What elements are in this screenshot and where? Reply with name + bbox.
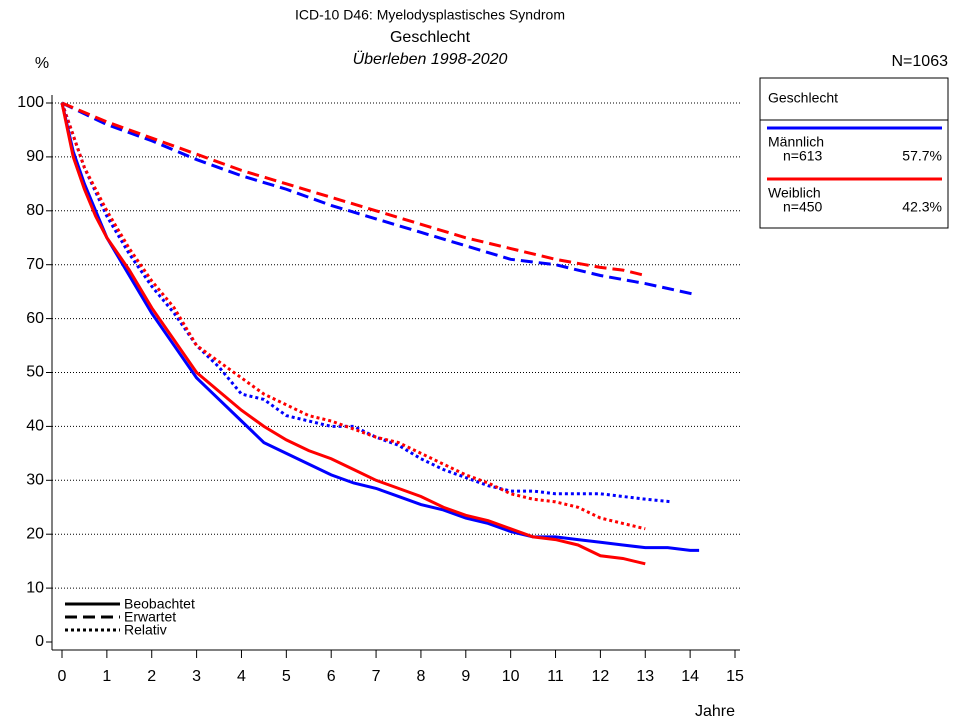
y-tick-label: 70 — [26, 256, 44, 273]
legend-count: n=613 — [783, 148, 823, 164]
x-tick-label: 1 — [102, 668, 111, 685]
x-tick-label: 6 — [327, 668, 336, 685]
x-tick-label: 2 — [147, 668, 156, 685]
y-tick-label: 60 — [26, 310, 44, 327]
x-tick-label: 9 — [461, 668, 470, 685]
x-axis-label: Jahre — [695, 703, 735, 720]
x-tick-label: 5 — [282, 668, 291, 685]
chart-subtitle: Geschlecht — [390, 29, 471, 46]
x-tick-label: 15 — [726, 668, 744, 685]
legend-title: Geschlecht — [768, 90, 838, 106]
x-tick-label: 12 — [592, 668, 610, 685]
x-tick-label: 11 — [547, 668, 564, 685]
x-tick-label: 3 — [192, 668, 201, 685]
y-axis-label: % — [35, 55, 49, 72]
legend-style-label: Relativ — [124, 622, 167, 638]
y-tick-label: 100 — [17, 94, 44, 111]
chart-title: ICD-10 D46: Myelodysplastisches Syndrom — [295, 7, 565, 23]
legend-entry: Weiblich — [768, 185, 821, 201]
series-line — [61, 101, 646, 277]
y-tick-label: 30 — [26, 472, 44, 489]
legend-box — [759, 77, 949, 229]
x-tick-label: 10 — [502, 668, 520, 685]
y-tick-label: 40 — [26, 418, 44, 435]
series-line — [60, 102, 700, 552]
x-tick-label: 14 — [681, 668, 699, 685]
series-line — [60, 102, 646, 531]
x-tick-label: 8 — [416, 668, 425, 685]
chart-period: Überleben 1998-2020 — [353, 50, 508, 68]
legend-count: n=450 — [783, 199, 823, 215]
y-tick-label: 0 — [35, 633, 44, 650]
series-line — [61, 101, 695, 296]
x-tick-label: 0 — [58, 668, 67, 685]
y-tick-label: 90 — [26, 148, 44, 165]
legend-style-label: Erwartet — [124, 609, 176, 625]
y-tick-label: 80 — [26, 202, 44, 219]
legend-style-label: Beobachtet — [124, 596, 195, 612]
total-count: N=1063 — [892, 53, 949, 70]
x-tick-label: 13 — [636, 668, 654, 685]
y-tick-label: 10 — [26, 579, 44, 596]
x-tick-label: 7 — [372, 668, 381, 685]
legend-share: 57.7% — [902, 148, 942, 164]
legend-share: 42.3% — [902, 199, 942, 215]
series-line — [60, 102, 646, 566]
y-tick-label: 50 — [26, 364, 44, 381]
y-tick-label: 20 — [26, 525, 44, 542]
series-line — [60, 102, 673, 504]
legend-entry: Männlich — [768, 134, 824, 150]
x-tick-label: 4 — [237, 668, 246, 685]
